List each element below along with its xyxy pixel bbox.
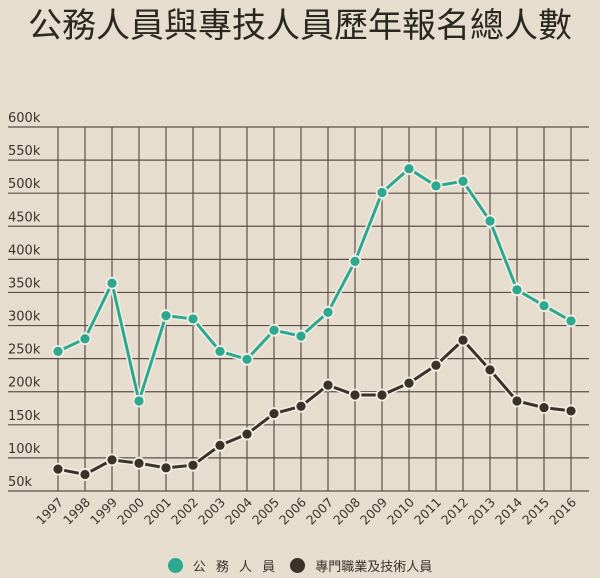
data-point[interactable]	[159, 461, 173, 475]
data-point[interactable]	[294, 399, 308, 413]
data-point[interactable]	[213, 344, 227, 358]
data-point[interactable]	[294, 329, 308, 343]
x-tick-label: 2002	[168, 495, 201, 528]
x-tick-label: 2009	[357, 494, 390, 527]
data-point[interactable]	[132, 456, 146, 470]
y-tick-label: 400k	[8, 243, 41, 258]
data-point[interactable]	[483, 214, 497, 228]
data-point[interactable]	[375, 388, 389, 402]
data-point[interactable]	[186, 458, 200, 472]
data-point[interactable]	[240, 352, 254, 366]
x-tick-label: 1999	[87, 494, 120, 527]
x-tick-label: 2010	[384, 494, 417, 527]
y-tick-label: 350k	[8, 276, 41, 291]
data-point[interactable]	[105, 453, 119, 467]
x-tick-label: 1998	[60, 494, 93, 527]
data-point[interactable]	[456, 333, 470, 347]
data-point[interactable]	[159, 309, 173, 323]
x-tick-label: 2004	[222, 494, 255, 527]
data-point[interactable]	[429, 358, 443, 372]
chart-legend: 公 務 人 員 專門職業及技術人員	[0, 556, 600, 575]
x-tick-label: 2003	[195, 495, 228, 528]
data-point[interactable]	[564, 404, 578, 418]
y-tick-label: 250k	[8, 343, 41, 358]
data-point[interactable]	[456, 174, 470, 188]
data-point[interactable]	[483, 363, 497, 377]
x-tick-label: 2006	[276, 494, 309, 527]
dark-circle-icon	[290, 558, 306, 573]
x-tick-label: 2012	[438, 495, 471, 528]
x-tick-label: 2007	[303, 495, 336, 528]
y-tick-label: 150k	[8, 409, 41, 424]
x-tick-label: 2011	[411, 495, 444, 528]
data-point[interactable]	[132, 394, 146, 408]
x-tick-label: 2014	[492, 494, 525, 527]
x-tick-label: 2013	[465, 495, 498, 528]
data-point[interactable]	[267, 323, 281, 337]
x-tick-label: 2005	[249, 495, 282, 528]
y-tick-label: 550k	[8, 144, 41, 159]
data-point[interactable]	[510, 394, 524, 408]
x-tick-label: 1997	[33, 495, 66, 528]
chart-title: 公務人員與專技人員歷年報名總人數	[28, 6, 572, 46]
data-point[interactable]	[267, 407, 281, 420]
data-point[interactable]	[186, 312, 200, 326]
data-point[interactable]	[348, 388, 362, 402]
y-tick-label: 450k	[8, 210, 41, 225]
data-point[interactable]	[429, 179, 443, 193]
data-point[interactable]	[375, 186, 389, 199]
x-tick-label: 2001	[141, 495, 174, 528]
data-point[interactable]	[213, 438, 227, 452]
data-point[interactable]	[51, 344, 65, 358]
data-point[interactable]	[321, 305, 335, 319]
data-point[interactable]	[510, 283, 524, 297]
legend-item-civil-servants[interactable]: 公 務 人 員	[167, 556, 279, 575]
legend-label: 專門職業及技術人員	[315, 560, 433, 575]
y-tick-label: 50k	[8, 475, 33, 490]
data-point[interactable]	[78, 332, 92, 346]
y-tick-label: 200k	[8, 376, 41, 391]
data-point[interactable]	[78, 468, 92, 481]
y-tick-label: 100k	[8, 442, 41, 457]
data-point[interactable]	[402, 162, 416, 176]
data-point[interactable]	[321, 378, 335, 392]
y-tick-label: 500k	[8, 177, 41, 192]
data-point[interactable]	[240, 427, 254, 441]
x-tick-label: 2000	[114, 494, 147, 527]
x-tick-label: 2016	[546, 494, 579, 527]
teal-circle-icon	[167, 558, 183, 573]
data-point[interactable]	[537, 299, 551, 313]
chart-grid	[8, 126, 589, 492]
x-axis-labels: 1997199819992000200120022003200420052006…	[33, 494, 579, 527]
legend-item-professionals[interactable]: 專門職業及技術人員	[290, 556, 432, 575]
data-point[interactable]	[105, 276, 119, 290]
y-tick-label: 300k	[8, 310, 41, 325]
chart-series	[51, 162, 578, 481]
x-tick-label: 2008	[330, 494, 363, 527]
y-axis-labels: 50k 100k 150k 200k 250k 300k 350k 400k 450k 500k 5…	[8, 111, 41, 490]
data-point[interactable]	[348, 254, 362, 268]
line-chart: 50k 100k 150k 200k 250k 300k 350k 400k 450k 500k 5…	[8, 111, 589, 528]
data-point[interactable]	[402, 376, 416, 390]
data-point[interactable]	[537, 401, 551, 415]
data-point[interactable]	[564, 314, 578, 328]
y-tick-label: 600k	[8, 111, 41, 126]
x-tick-label: 2015	[519, 495, 552, 528]
legend-label: 公 務 人 員	[192, 560, 279, 575]
data-point[interactable]	[51, 462, 65, 476]
